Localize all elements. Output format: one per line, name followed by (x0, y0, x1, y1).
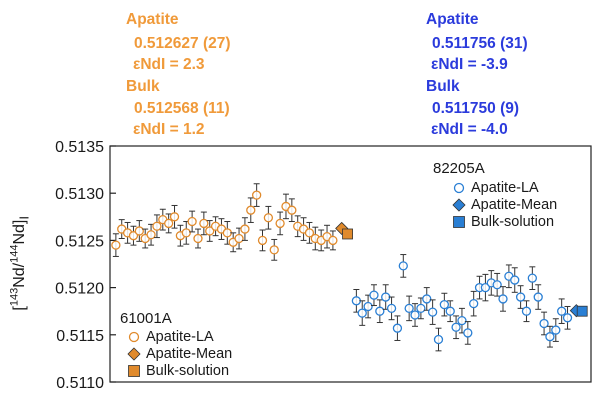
y-tick-label: 0.5130 (55, 186, 104, 203)
bulk-solution-point (342, 228, 353, 240)
apatite-la-point (539, 318, 549, 329)
apatite-la-point (205, 226, 215, 236)
apatite-la-point (328, 235, 338, 246)
apatite-la-point (181, 228, 191, 238)
apatite-la-point (498, 294, 508, 304)
apatite-la-point (457, 315, 467, 326)
legend-apatite-la-symbol (128, 331, 140, 343)
apatite-la-point (480, 282, 491, 293)
legend-61001a-bulk-solution: Bulk-solution (146, 363, 230, 379)
apatite-la-point (363, 301, 373, 312)
apatite-la-point (251, 190, 262, 200)
apatite-la-point (527, 273, 537, 283)
apatite-la-point (410, 310, 420, 320)
apatite-la-point (164, 218, 174, 229)
y-tick-label: 0.5120 (55, 281, 104, 298)
right-apatite-end: εNdI = -3.9 (431, 56, 508, 73)
apatite-la-point (433, 334, 444, 345)
left-apatite-ratio: 0.512627 (27) (134, 35, 231, 52)
apatite-la-point (510, 275, 520, 285)
apatite-la-point (234, 233, 244, 244)
right-apatite-label: Apatite (426, 11, 479, 28)
legend-82205a-apatite-mean: Apatite-Mean (471, 197, 558, 213)
legend-61001a-apatite-mean: Apatite-Mean (146, 346, 233, 362)
apatite-la-point (287, 205, 297, 215)
apatite-la-point (463, 328, 473, 338)
apatite-la-point (551, 325, 561, 335)
apatite-la-point (134, 226, 144, 236)
apatite-la-point (557, 306, 567, 316)
apatite-la-point (269, 245, 279, 255)
apatite-la-point (222, 228, 232, 238)
apatite-la-point (257, 235, 268, 246)
apatite-la-point (152, 221, 162, 231)
plot-frame (109, 145, 592, 383)
y-tick-label: 0.5110 (56, 375, 104, 392)
legend-82205a-apatite-la: Apatite-LA (471, 180, 539, 196)
apatite-la-point (533, 292, 543, 302)
apatite-la-point (375, 306, 385, 316)
legend-61001a-apatite-la: Apatite-LA (146, 329, 214, 345)
legend-bulk-solution-symbol (128, 365, 140, 377)
legend-82205a-bulk-solution: Bulk-solution (471, 214, 555, 230)
legend-title-61001a: 61001A (120, 310, 172, 327)
apatite-la-point (492, 280, 502, 290)
apatite-la-point (562, 313, 573, 323)
apatite-la-point (521, 306, 532, 316)
y-tick-label: 0.5125 (55, 233, 104, 250)
bulk-solution-point (576, 305, 588, 317)
apatite-la-point (369, 290, 379, 300)
right-bulk-end: εNdI = -4.0 (431, 121, 508, 138)
left-bulk-end: εNdI = 1.2 (133, 121, 205, 138)
apatite-la-point (357, 308, 367, 318)
apatite-la-point (304, 228, 315, 238)
legend-bulk-solution-symbol (453, 216, 465, 228)
apatite-la-point (422, 294, 432, 304)
left-bulk-ratio: 0.512568 (11) (134, 100, 230, 117)
apatite-la-point (398, 261, 408, 271)
y-tick-label: 0.5135 (55, 139, 104, 156)
apatite-la-point (392, 323, 403, 333)
apatite-la-point (445, 306, 455, 316)
apatite-la-point (246, 205, 256, 215)
apatite-la-point (187, 216, 197, 227)
apatite-la-point (193, 233, 203, 244)
apatite-la-point (545, 332, 555, 342)
apatite-la-point (451, 322, 461, 332)
left-apatite-end: εNdI = 2.3 (133, 56, 205, 73)
apatite-la-point (381, 292, 391, 302)
apatite-la-point (386, 303, 397, 314)
apatite-la-point (351, 296, 362, 306)
apatite-la-point (439, 299, 450, 310)
legend-apatite-mean-symbol (127, 347, 141, 361)
apatite-la-point (275, 218, 285, 229)
left-bulk-label: Bulk (126, 78, 160, 95)
apatite-la-point (427, 307, 438, 317)
legend-apatite-mean-symbol (452, 198, 466, 212)
apatite-la-point (146, 230, 156, 240)
apatite-la-point (169, 212, 180, 222)
apatite-la-point (111, 240, 121, 250)
right-bulk-ratio: 0.511750 (9) (432, 100, 520, 117)
apatite-la-point (199, 218, 209, 229)
legend-apatite-la-symbol (453, 182, 465, 194)
apatite-la-point (128, 231, 139, 241)
right-bulk-label: Bulk (426, 78, 460, 95)
right-apatite-ratio: 0.511756 (31) (432, 35, 528, 52)
legend-title-82205a: 82205A (433, 160, 485, 177)
left-apatite-label: Apatite (126, 11, 179, 28)
apatite-la-point (515, 292, 526, 302)
apatite-la-point (469, 298, 479, 309)
apatite-la-point (240, 224, 250, 234)
y-tick-label: 0.5115 (56, 328, 104, 345)
apatite-la-point (416, 303, 426, 314)
apatite-la-point (404, 303, 414, 314)
apatite-la-point (263, 213, 274, 223)
